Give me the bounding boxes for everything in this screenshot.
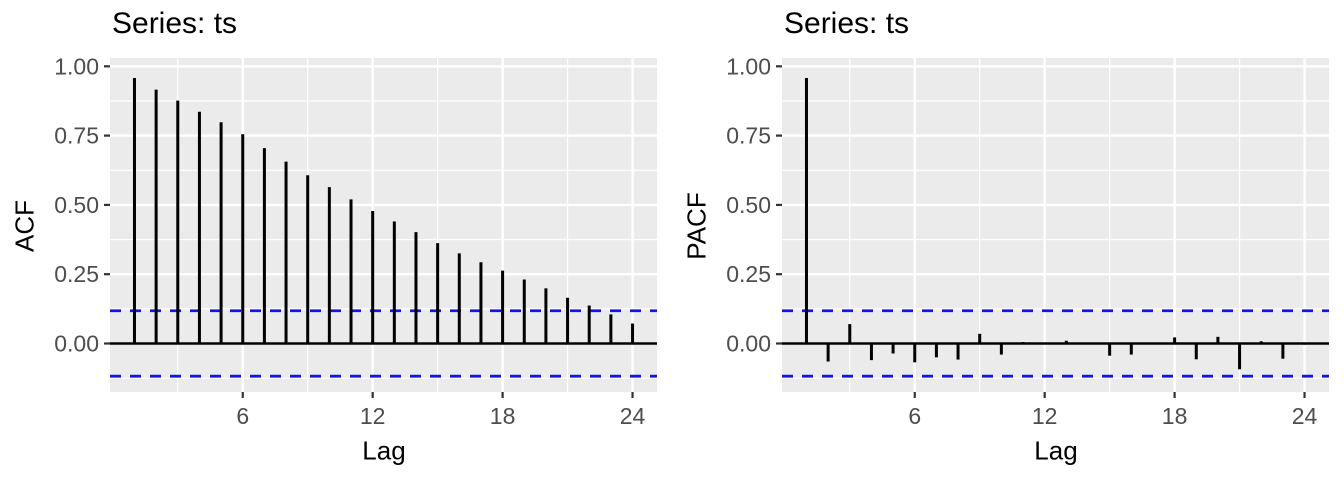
x-tick-label: 12 (360, 403, 386, 429)
x-tick-label: 18 (490, 403, 516, 429)
y-tick-label: 1.00 (726, 53, 771, 79)
y-tick-label: 1.00 (54, 53, 99, 79)
y-axis-title: ACF (9, 200, 40, 252)
pacf-chart-canvas: 1.00 0.75 0.50 0.25 0.00 6 12 18 24 (726, 53, 1329, 429)
x-tick-label: 24 (620, 403, 646, 429)
x-tick-label: 6 (236, 403, 249, 429)
y-tick-label: 0.00 (726, 330, 771, 356)
y-tick-label: 0.75 (54, 123, 99, 149)
x-axis-title: Lag (1034, 435, 1078, 466)
acf-chart-canvas: 1.00 0.75 0.50 0.25 0.00 6 12 18 24 (54, 53, 657, 429)
panel-background (110, 58, 657, 392)
y-tick-label: 0.25 (726, 261, 771, 287)
x-tick-label: 12 (1032, 403, 1058, 429)
plot-title: Series: ts (784, 7, 910, 40)
acf-plot: 1.00 0.75 0.50 0.25 0.00 6 12 18 24 Series: ts A… (9, 7, 657, 466)
y-tick-label: 0.75 (726, 123, 771, 149)
panel-background (782, 58, 1329, 392)
x-tick-label: 6 (908, 403, 921, 429)
x-tick-label: 24 (1292, 403, 1318, 429)
y-tick-label: 0.50 (726, 192, 771, 218)
plot-title: Series: ts (112, 7, 238, 40)
y-tick-label: 0.25 (54, 261, 99, 287)
y-axis-title: PACF (681, 192, 712, 260)
y-tick-label: 0.50 (54, 192, 99, 218)
y-tick-label: 0.00 (54, 330, 99, 356)
pacf-plot: 1.00 0.75 0.50 0.25 0.00 6 12 18 24 Series: ts P… (672, 0, 1344, 480)
x-tick-label: 18 (1162, 403, 1188, 429)
x-axis-title: Lag (362, 435, 406, 466)
